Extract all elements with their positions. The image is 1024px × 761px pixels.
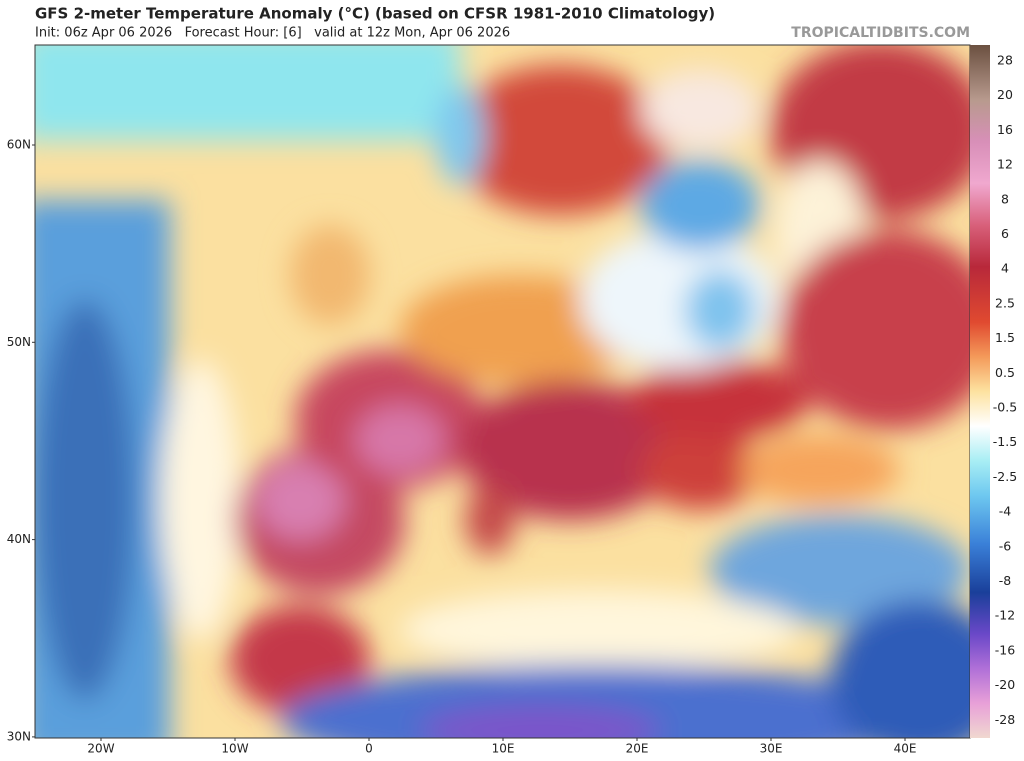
lat-label: 30N — [7, 729, 31, 743]
colorbar-label: 4 — [1001, 261, 1009, 276]
colorbar-label: -12 — [995, 608, 1015, 623]
colorbar-label: -2.5 — [993, 469, 1017, 484]
colorbar-label: 20 — [997, 87, 1013, 102]
colorbar-label: 28 — [997, 53, 1013, 68]
colorbar — [970, 45, 990, 738]
lon-label: 10E — [492, 742, 515, 756]
colorbar-label: 12 — [997, 157, 1013, 172]
colorbar-label: 1.5 — [995, 330, 1015, 345]
colorbar-label: -28 — [995, 712, 1015, 727]
colorbar-label: -20 — [995, 677, 1015, 692]
colorbar-label: -16 — [995, 642, 1015, 657]
lon-label: 30E — [760, 742, 783, 756]
lon-label: 20E — [626, 742, 649, 756]
colorbar-label: -4 — [999, 504, 1012, 519]
colorbar-label: 6 — [1001, 226, 1009, 241]
title: GFS 2-meter Temperature Anomaly (°C) (ba… — [35, 5, 715, 23]
lat-label: 60N — [7, 138, 31, 152]
colorbar-label: -0.5 — [993, 400, 1017, 415]
colorbar-label: 0.5 — [995, 365, 1015, 380]
credit: TROPICALTIDBITS.COM — [791, 25, 970, 41]
subtitle: Init: 06z Apr 06 2026 Forecast Hour: [6]… — [35, 26, 510, 41]
lon-label: 40E — [894, 742, 917, 756]
colorbar-label: 16 — [997, 122, 1013, 137]
lon-label: 20W — [87, 742, 114, 756]
lat-label: 40N — [7, 532, 31, 546]
anomaly-map — [35, 45, 970, 738]
lon-label: 10W — [221, 742, 248, 756]
lon-label: 0 — [365, 742, 373, 756]
lat-label: 50N — [7, 335, 31, 349]
colorbar-label: -8 — [999, 573, 1012, 588]
colorbar-label: 2.5 — [995, 295, 1015, 310]
colorbar-label: 8 — [1001, 191, 1009, 206]
colorbar-label: -1.5 — [993, 434, 1017, 449]
colorbar-label: -6 — [999, 538, 1012, 553]
